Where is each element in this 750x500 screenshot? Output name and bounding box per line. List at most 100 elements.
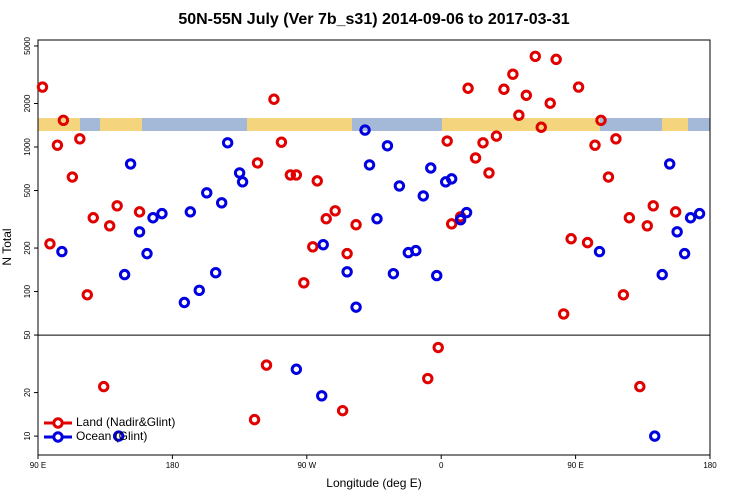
point	[595, 114, 607, 127]
point	[647, 200, 659, 212]
point	[469, 152, 482, 164]
y-tick-label: 5000	[23, 37, 32, 55]
y-tick-label: 50	[23, 330, 32, 339]
point	[51, 139, 64, 151]
point	[111, 200, 123, 212]
point	[284, 169, 297, 181]
point	[529, 50, 541, 63]
point	[483, 167, 495, 179]
y-axis-label: N Total	[0, 228, 14, 265]
point	[544, 97, 556, 109]
point	[663, 158, 676, 170]
y-tick-label: 200	[23, 241, 32, 255]
y-tick-label: 100	[23, 284, 32, 298]
point	[268, 93, 280, 105]
x-tick-label: 90 E	[567, 461, 583, 470]
point	[581, 236, 594, 249]
point	[589, 139, 601, 151]
point	[350, 301, 362, 313]
point	[565, 233, 577, 245]
band-ocean	[352, 118, 442, 131]
point	[649, 430, 661, 442]
x-tick-label: 90 W	[297, 461, 316, 470]
point	[602, 171, 615, 183]
y-tick-label: 2000	[23, 94, 32, 112]
band-ocean	[142, 118, 247, 131]
point	[557, 308, 570, 320]
point	[307, 241, 319, 253]
point	[381, 140, 394, 152]
point	[201, 187, 213, 199]
point	[193, 284, 205, 297]
point	[74, 133, 86, 145]
point	[317, 238, 329, 251]
point	[507, 68, 519, 80]
point	[320, 213, 332, 225]
point	[460, 206, 473, 219]
point	[520, 89, 533, 101]
y-tick-label: 500	[23, 183, 32, 197]
point	[445, 173, 458, 185]
point	[462, 82, 474, 94]
point	[498, 83, 510, 95]
point	[311, 175, 323, 187]
point	[422, 372, 434, 385]
point	[359, 124, 371, 136]
point	[236, 176, 249, 188]
point	[57, 114, 70, 127]
point	[341, 266, 353, 278]
point	[634, 380, 646, 393]
point	[178, 296, 191, 309]
band-ocean	[600, 118, 662, 131]
point	[147, 212, 159, 224]
point	[141, 247, 153, 260]
point	[410, 244, 422, 257]
point	[393, 180, 406, 192]
point	[103, 220, 116, 232]
x-tick-label: 90 E	[30, 461, 46, 470]
point	[623, 212, 636, 224]
point	[431, 269, 443, 282]
point	[221, 137, 234, 149]
point	[112, 430, 125, 442]
point	[66, 171, 79, 183]
point	[316, 390, 328, 402]
x-tick-label: 0	[439, 461, 444, 470]
point	[275, 136, 288, 148]
point	[454, 214, 467, 226]
point	[233, 167, 246, 179]
point	[133, 226, 146, 238]
legend-label: Land (Nadir&Glint)	[76, 415, 175, 429]
point	[124, 158, 137, 170]
point	[44, 238, 56, 250]
legend-marker	[52, 417, 64, 429]
y-tick-label: 1000	[23, 138, 32, 156]
point	[118, 268, 131, 281]
point	[432, 341, 444, 354]
point	[98, 380, 110, 393]
point	[641, 220, 653, 232]
point	[260, 359, 273, 371]
y-tick-label: 10	[23, 431, 32, 440]
point	[156, 207, 168, 220]
point	[610, 133, 622, 145]
x-tick-label: 180	[703, 461, 717, 470]
point	[684, 212, 697, 224]
land-ocean-band	[38, 118, 710, 131]
point	[445, 218, 458, 230]
chart-title: 50N-55N July (Ver 7b_s31) 2014-09-06 to …	[178, 11, 569, 28]
point	[290, 169, 303, 181]
y-tick-label: 20	[23, 388, 32, 397]
point	[87, 212, 99, 224]
point	[298, 277, 310, 289]
point	[215, 197, 228, 209]
point	[336, 404, 349, 417]
point	[656, 268, 668, 281]
point	[36, 81, 49, 93]
point	[617, 289, 630, 301]
point	[669, 206, 682, 218]
point	[251, 157, 264, 169]
point	[184, 206, 197, 218]
